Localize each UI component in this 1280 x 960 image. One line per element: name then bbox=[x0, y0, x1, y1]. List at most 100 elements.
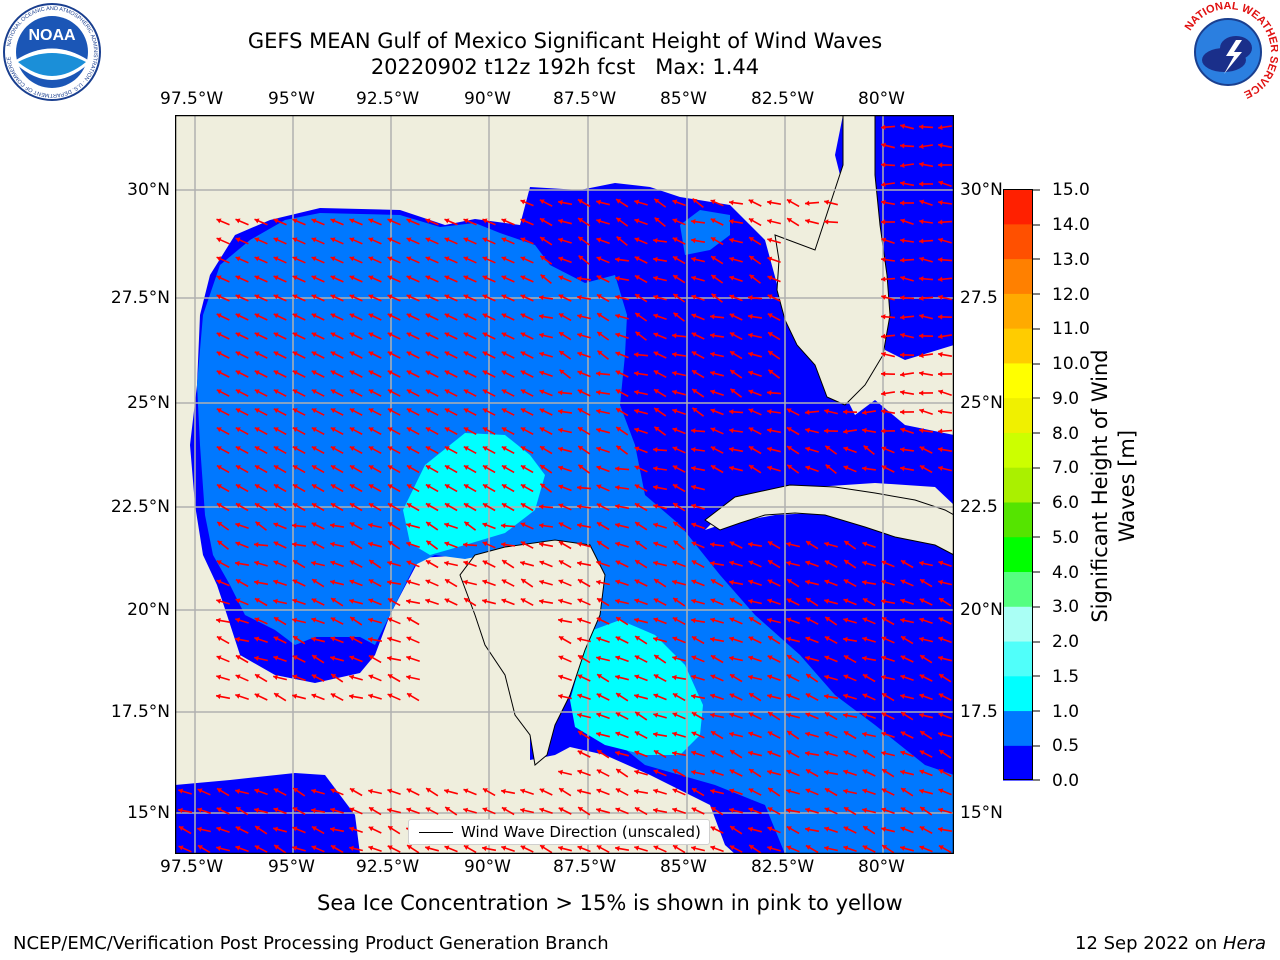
wave-arrow-head bbox=[577, 351, 583, 357]
wave-arrow-head bbox=[672, 731, 678, 737]
colorbar-swatch bbox=[1003, 606, 1033, 642]
wave-arrow-head bbox=[330, 351, 336, 357]
wave-arrow-head bbox=[368, 503, 374, 508]
wave-arrow-head bbox=[900, 314, 905, 320]
colorbar-tick-label: 4.0 bbox=[1052, 563, 1080, 583]
wave-arrow-head bbox=[615, 466, 620, 472]
wave-arrow-head bbox=[748, 579, 754, 585]
wave-arrow-head bbox=[843, 845, 849, 851]
wave-arrow-head bbox=[900, 389, 905, 396]
wave-arrow-head bbox=[729, 731, 734, 737]
wave-arrow-head bbox=[615, 712, 621, 718]
wave-arrow-head bbox=[521, 579, 527, 584]
wave-arrow-head bbox=[501, 313, 507, 319]
wave-arrow-head bbox=[539, 408, 545, 414]
wave-arrow-head bbox=[900, 826, 906, 832]
wave-arrow-head bbox=[805, 579, 810, 585]
wave-arrow-head bbox=[597, 541, 603, 546]
wave-arrow-head bbox=[673, 275, 679, 280]
wave-arrow-head bbox=[691, 712, 697, 717]
wave-arrow-head bbox=[311, 807, 316, 814]
wave-arrow-head bbox=[673, 540, 679, 546]
wave-arrow-head bbox=[919, 219, 924, 225]
wave-arrow-head bbox=[787, 446, 793, 451]
wave-arrow-head bbox=[463, 503, 469, 508]
wave-arrow-head bbox=[235, 598, 241, 604]
wave-arrow-head bbox=[881, 390, 886, 397]
wave-arrow-head bbox=[577, 712, 582, 718]
wave-arrow-head bbox=[330, 845, 336, 850]
wave-arrow-head bbox=[330, 256, 336, 262]
wave-arrow-head bbox=[216, 389, 222, 395]
wave-arrow-head bbox=[387, 503, 393, 508]
wave-arrow-head bbox=[368, 313, 374, 319]
wave-arrow-head bbox=[520, 465, 526, 470]
wave-arrow-head bbox=[406, 332, 412, 338]
wave-arrow-head bbox=[692, 389, 698, 394]
wave-arrow-head bbox=[634, 750, 640, 756]
wave-arrow-head bbox=[520, 237, 526, 243]
wave-arrow-head bbox=[710, 408, 716, 414]
wave-arrow-head bbox=[407, 693, 412, 698]
wave-arrow-head bbox=[938, 807, 944, 813]
wave-arrow-head bbox=[615, 636, 621, 642]
wave-arrow-head bbox=[938, 294, 943, 300]
wave-arrow-head bbox=[540, 237, 546, 242]
wave-arrow-head bbox=[938, 180, 944, 186]
wave-arrow-head bbox=[938, 636, 944, 642]
wave-arrow-head bbox=[843, 788, 848, 794]
wave-arrow-head bbox=[691, 447, 696, 453]
wave-arrow-head bbox=[406, 465, 412, 470]
wave-arrow-head bbox=[938, 219, 943, 225]
colorbar-tick-label: 10.0 bbox=[1052, 354, 1090, 374]
wave-arrow-head bbox=[368, 617, 374, 623]
wave-arrow-head bbox=[748, 807, 754, 813]
wave-arrow-head bbox=[805, 427, 810, 433]
wave-arrow-head bbox=[786, 598, 792, 604]
wave-arrow-head bbox=[596, 446, 602, 452]
wave-arrow-head bbox=[616, 693, 622, 698]
wave-arrow-head bbox=[406, 351, 412, 357]
wave-arrow-head bbox=[919, 352, 924, 359]
wave-arrow-head bbox=[729, 294, 735, 300]
wave-arrow-head bbox=[425, 560, 431, 565]
wave-arrow-head bbox=[938, 560, 944, 566]
wave-arrow-head bbox=[292, 332, 298, 338]
wave-arrow-head bbox=[330, 313, 336, 319]
wave-arrow-head bbox=[843, 598, 849, 604]
wave-arrow-head bbox=[596, 218, 602, 224]
wave-arrow-head bbox=[729, 332, 735, 338]
wave-arrow-head bbox=[900, 352, 905, 358]
wave-arrow-head bbox=[331, 598, 337, 603]
wave-arrow-head bbox=[938, 333, 943, 340]
wave-arrow-head bbox=[787, 218, 793, 223]
wave-arrow-head bbox=[558, 807, 564, 813]
wave-arrow-head bbox=[235, 408, 241, 414]
wave-arrow-head bbox=[767, 769, 772, 775]
wave-arrow-head bbox=[425, 351, 431, 357]
wave-arrow-head bbox=[710, 693, 716, 699]
wave-arrow-head bbox=[824, 598, 829, 604]
wave-arrow-head bbox=[539, 351, 545, 357]
wave-arrow-head bbox=[729, 617, 735, 623]
wave-arrow-head bbox=[691, 655, 697, 661]
wave-arrow-head bbox=[425, 503, 431, 508]
wave-arrow-head bbox=[653, 731, 658, 738]
wave-arrow-head bbox=[387, 370, 393, 376]
wave-arrow-head bbox=[216, 370, 222, 376]
wave-arrow-head bbox=[216, 408, 222, 414]
wave-arrow-head bbox=[292, 674, 298, 680]
wave-arrow-head bbox=[672, 408, 678, 414]
wave-arrow-head bbox=[634, 655, 640, 661]
wave-arrow-head bbox=[919, 124, 924, 130]
wave-arrow-head bbox=[540, 483, 546, 489]
wave-arrow-head bbox=[616, 199, 622, 204]
lon-label: 90°W bbox=[464, 857, 511, 877]
wave-arrow-head bbox=[330, 389, 336, 395]
wave-arrow-head bbox=[368, 275, 374, 281]
wave-arrow-head bbox=[882, 693, 887, 698]
wave-arrow-head bbox=[444, 370, 450, 376]
wave-arrow-head bbox=[691, 693, 696, 700]
wave-arrow-head bbox=[330, 693, 336, 699]
wave-arrow-head bbox=[235, 617, 241, 623]
